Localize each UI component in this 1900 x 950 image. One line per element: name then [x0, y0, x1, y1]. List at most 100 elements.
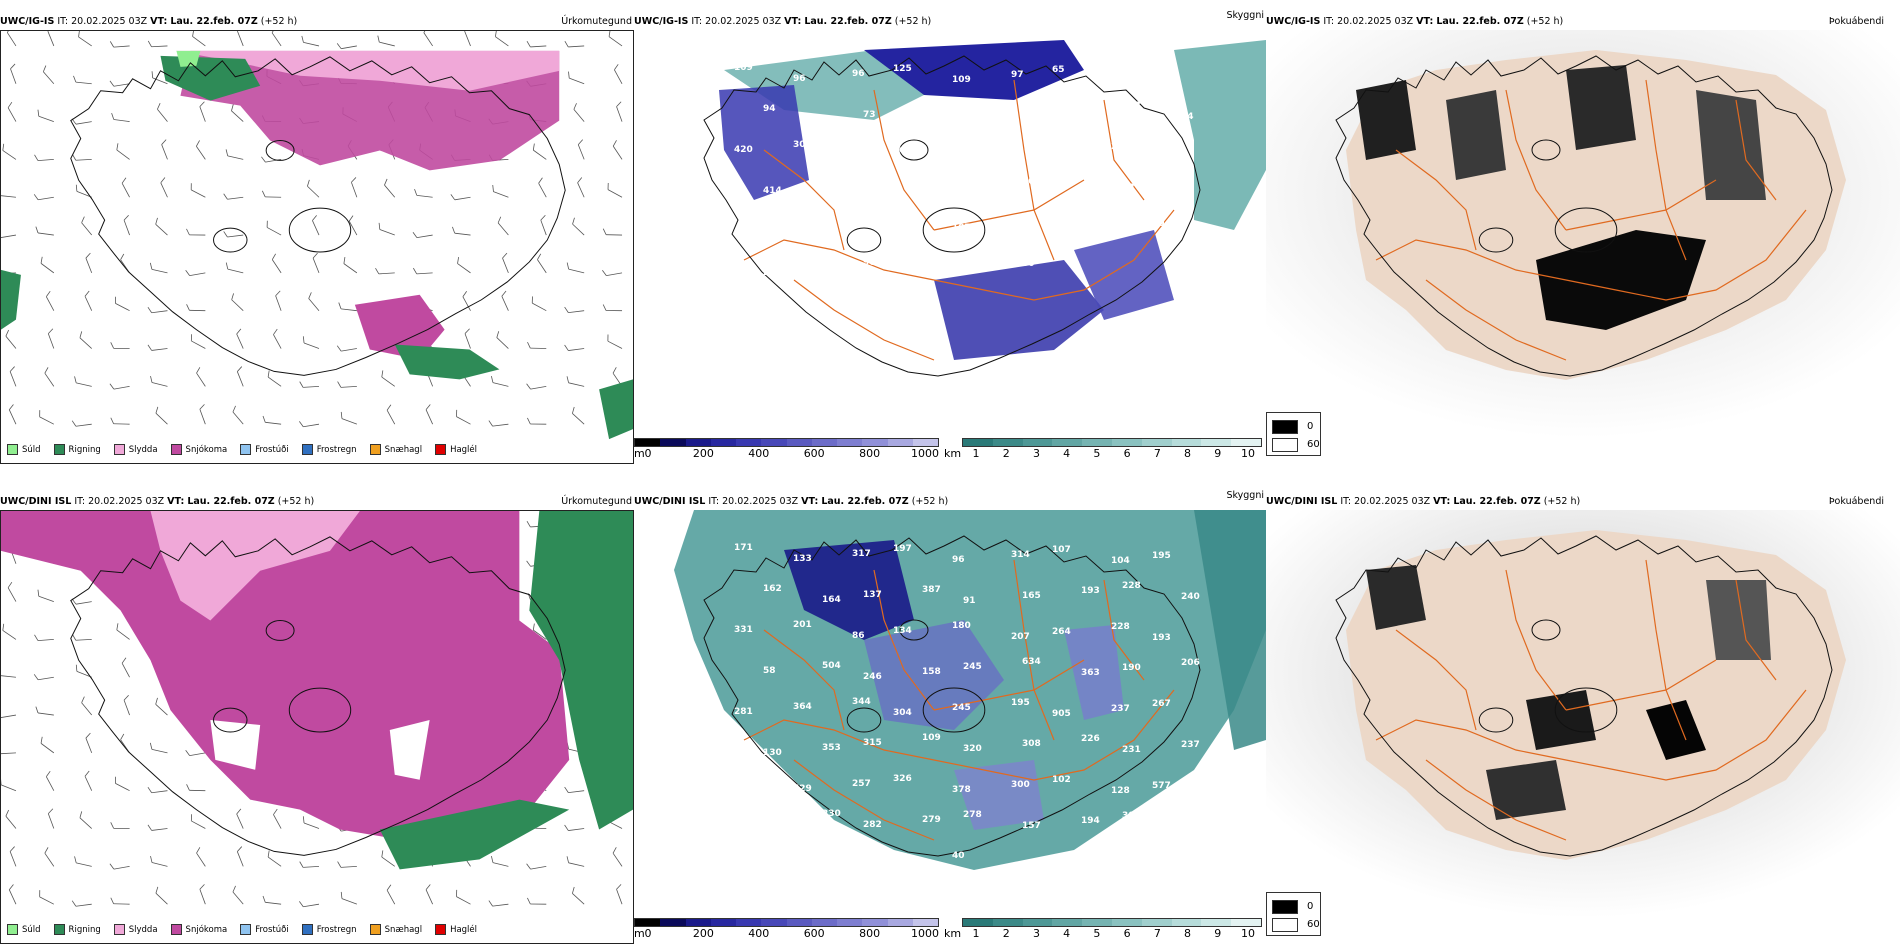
wind-barb [577, 177, 585, 198]
fog-dark-5 [1696, 90, 1766, 200]
glacier-outline [213, 707, 248, 733]
wind-barb [81, 216, 93, 236]
wind-barb [71, 900, 92, 907]
fog-legend: 0 60 [1266, 892, 1321, 936]
glacier-outline [288, 207, 352, 253]
road-network [1375, 559, 1807, 841]
wind-barb [73, 75, 92, 85]
wind-barb [573, 103, 585, 122]
visibility-value-label: 193 [1081, 586, 1100, 596]
visibility-value-label: 126 [1081, 188, 1100, 198]
visibility-value-label: 326 [893, 774, 912, 784]
visibility-value-label: 107 [1052, 545, 1071, 555]
wind-barb [45, 770, 55, 791]
wind-barb [532, 143, 547, 160]
rain-south [379, 799, 570, 870]
road-line [873, 89, 935, 231]
legend-item: Snæhagl [366, 924, 422, 935]
wind-barb [302, 336, 320, 349]
wind-barb [302, 816, 320, 829]
visibility-value-label: 88 [963, 116, 976, 126]
legend-swatch [369, 444, 381, 455]
wind-barb [35, 706, 54, 716]
vis-km-colorbar: km 1 2 3 4 5 6 7 8 9 10 [944, 918, 1262, 942]
visibility-value-label: 320 [963, 744, 982, 754]
legend-swatch [170, 444, 182, 455]
visibility-labels: 171 133 317 197 96 314 107 104 195 162 164 137 387 91… [734, 543, 1200, 872]
wind-barb [450, 194, 471, 201]
legend-swatch [301, 444, 313, 455]
visibility-value-label: 58 [763, 666, 776, 676]
wind-barb [425, 884, 433, 905]
legend-label: Slydda [128, 444, 158, 455]
glacier-outline [265, 619, 295, 641]
coastline [70, 56, 566, 376]
colorbar-tick-label: 4 [1063, 447, 1071, 460]
wind-barb [84, 290, 93, 311]
visibility-value-label: 231 [1122, 745, 1141, 755]
wind-barb [6, 31, 17, 47]
wind-barb [457, 256, 471, 274]
it-value: 20.02.2025 03Z [722, 496, 799, 507]
legend-label: Súld [22, 444, 41, 455]
wind-barb [231, 293, 244, 311]
legend-item: Rigning [50, 444, 101, 455]
visibility-value-label: 50 [1022, 259, 1035, 269]
wind-barb [340, 411, 358, 425]
wind-barb [616, 101, 623, 122]
visibility-value-label: 80 [1081, 106, 1094, 116]
colorbar-segment [635, 439, 661, 446]
visibility-value-label: 529 [793, 784, 812, 794]
wind-barb [40, 736, 55, 754]
legend-label: Slydda [128, 924, 158, 935]
wind-barb [155, 697, 168, 716]
wind-barb [110, 417, 130, 425]
colorbar-segment [862, 439, 888, 446]
wind-barb [526, 40, 547, 48]
wind-barb [267, 850, 282, 867]
wind-barb [496, 331, 509, 349]
wind-barb [348, 215, 358, 236]
legend-item: Rigning [50, 924, 101, 935]
colorbar-segment [736, 919, 762, 926]
wind-barb [196, 367, 206, 387]
visibility-value-label: 80 [963, 182, 976, 192]
road-line [1505, 569, 1567, 711]
wind-barb [39, 410, 55, 425]
road-network [743, 559, 1175, 841]
visibility-value-label: 109 [952, 75, 971, 85]
colorbar-tick-label: 800 [859, 447, 881, 460]
wind-barb [526, 383, 547, 390]
wind-barb [45, 290, 55, 311]
wind-barb [275, 290, 282, 311]
vt-value: Lau. 22.feb. 07Z [1436, 16, 1524, 27]
legend-label: Haglél [450, 924, 478, 935]
panel-header: UWC/IG-IS IT: 20.02.2025 03Z VT: Lau. 22… [634, 10, 1266, 30]
road-line [1645, 559, 1687, 741]
fog-map [1266, 510, 1900, 918]
wind-barb [607, 334, 623, 349]
wind-barb [386, 884, 396, 905]
visibility-map: 171 133 317 197 96 314 107 104 195 162 164 137 387 91… [634, 510, 1266, 918]
fog-label-0: 0 [1307, 901, 1314, 912]
colorbar-segment [837, 919, 863, 926]
visibility-value-label: 279 [922, 815, 941, 825]
visibility-value-label: 75 [1152, 71, 1165, 81]
wind-barb [425, 404, 433, 425]
visibility-value-label: 195 [1152, 551, 1171, 561]
wind-barb [161, 139, 168, 160]
wind-barb [532, 623, 547, 640]
wind-barb [232, 405, 244, 425]
wind-barb [71, 420, 92, 427]
legend-item: Frostregn [298, 924, 357, 935]
wind-barb [190, 183, 206, 198]
wind-barb [337, 861, 357, 868]
wind-barb [299, 421, 320, 428]
panel-header: UWC/IG-IS IT: 20.02.2025 03Z VT: Lau. 22… [0, 14, 634, 30]
colorbar-tick-label: 9 [1214, 447, 1222, 460]
wind-barb [186, 784, 206, 792]
visibility-value-label: 364 [793, 702, 812, 712]
wind-barb [121, 657, 130, 678]
wind-barb [109, 383, 130, 390]
wind-barb [74, 856, 92, 867]
